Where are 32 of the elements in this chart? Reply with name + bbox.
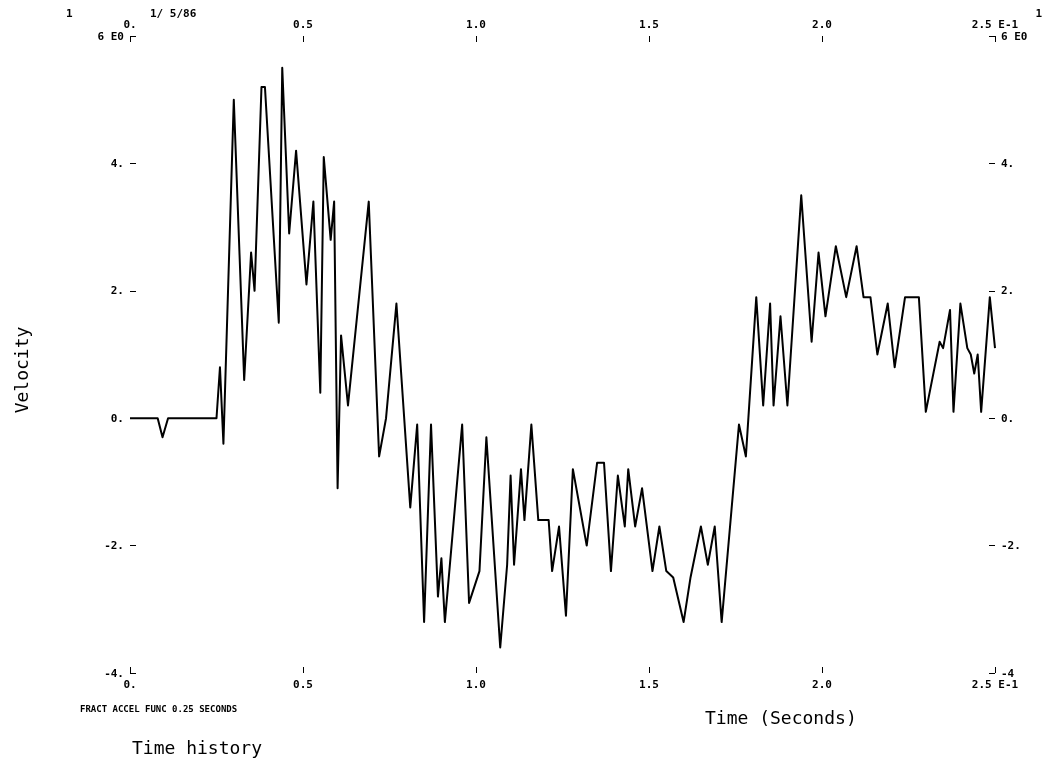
x2-tick-label: 0.5 bbox=[293, 18, 313, 31]
text: 1 bbox=[1035, 7, 1043, 20]
y2-tick-label: -4 bbox=[1001, 666, 1015, 680]
y-tick-label: 4. bbox=[110, 156, 124, 170]
x-tick-label: 1.5 bbox=[639, 678, 659, 691]
x-tick-label: 0.5 bbox=[293, 678, 313, 691]
line-series bbox=[129, 66, 996, 649]
x2-tick-label: 1.5 bbox=[639, 18, 659, 31]
text: FRACT ACCEL FUNC 0.25 SECONDS bbox=[80, 703, 238, 714]
text: 1 bbox=[66, 7, 73, 20]
y-tick-label: 6 E0 bbox=[97, 29, 124, 43]
y-tick-label: -4. bbox=[104, 666, 124, 680]
text: 1/ 5/86 bbox=[150, 7, 197, 20]
x2-tick-label: 1.0 bbox=[466, 18, 486, 31]
x-tick-label: 1.0 bbox=[466, 678, 486, 691]
y2-tick-label: -2. bbox=[1001, 539, 1021, 553]
text: Time history bbox=[132, 736, 263, 758]
x2-tick-label: 2.5 E-1 bbox=[971, 18, 1019, 31]
x2-tick-label: 2.0 bbox=[812, 18, 832, 31]
x-tick-label: 0. bbox=[123, 678, 137, 691]
y2-tick-label: 0. bbox=[1001, 411, 1015, 425]
x-tick-label: 2.0 bbox=[812, 678, 832, 691]
y2-tick-label: 6 E0 bbox=[1001, 29, 1028, 43]
y2-tick-label: 2. bbox=[1001, 284, 1015, 298]
y2-tick-label: 4. bbox=[1001, 156, 1015, 170]
y-axis-title: Velocity bbox=[10, 326, 32, 414]
x2-tick-label: 0. bbox=[123, 18, 137, 31]
y-tick-label: -2. bbox=[104, 539, 124, 553]
y-tick-label: 2. bbox=[110, 284, 124, 298]
x-axis-title: Time (Seconds) bbox=[705, 706, 857, 728]
y-tick-label: 0. bbox=[110, 411, 124, 425]
x-tick-label: 2.5 E-1 bbox=[971, 678, 1019, 691]
